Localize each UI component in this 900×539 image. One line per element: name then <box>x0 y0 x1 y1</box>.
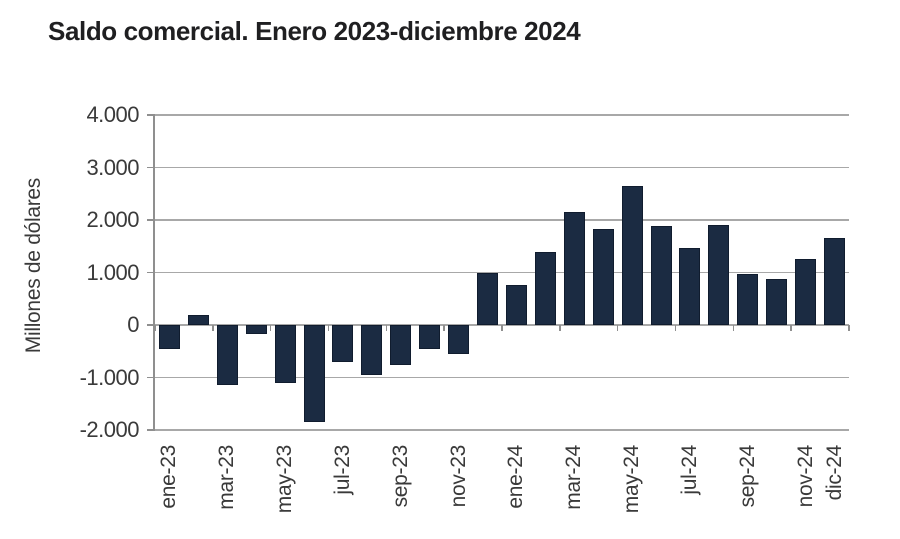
y-tick-label: 2.000 <box>86 207 139 232</box>
x-tick-label: nov-23 <box>446 445 470 508</box>
gridline <box>155 219 849 221</box>
x-axis-tick <box>154 325 156 331</box>
y-axis-tick <box>147 166 155 169</box>
x-axis-tick <box>269 325 272 331</box>
bar-oct-23 <box>419 325 441 349</box>
x-tick-label: ene-24 <box>504 445 528 509</box>
y-tick-label: 0 <box>127 312 139 337</box>
bar-jun-24 <box>650 226 672 325</box>
bar-mar-23 <box>216 325 238 386</box>
x-axis-tick <box>790 325 792 331</box>
chart-title: Saldo comercial. Enero 2023-diciembre 20… <box>48 16 581 46</box>
bar-nov-24 <box>795 258 817 325</box>
x-tick-label: dic-24 <box>822 445 846 501</box>
x-tick-label: jul-23 <box>330 445 354 495</box>
y-axis-tick <box>147 429 155 431</box>
y-axis-tick <box>147 324 155 326</box>
bar-feb-23 <box>187 314 209 325</box>
x-axis-tick <box>848 325 850 331</box>
x-tick-label: nov-24 <box>793 445 817 508</box>
y-tick-label: 3.000 <box>86 154 139 180</box>
bar-jun-23 <box>303 325 325 423</box>
gridline <box>155 324 849 326</box>
y-axis-tick <box>147 376 155 379</box>
bar-abr-24 <box>592 229 614 325</box>
x-axis-tick <box>212 325 214 331</box>
gridline <box>155 114 849 116</box>
bar-feb-24 <box>534 251 556 325</box>
bar-ene-24 <box>505 284 527 325</box>
y-tick-label: -1.000 <box>79 364 140 390</box>
x-axis-tick <box>616 325 619 331</box>
gridline <box>155 271 849 274</box>
x-axis-tick <box>327 325 330 331</box>
x-axis-tick <box>501 325 503 331</box>
gridline <box>155 166 849 169</box>
x-tick-label: sep-23 <box>388 445 412 508</box>
x-axis-tick <box>732 325 735 331</box>
bar-jul-23 <box>332 325 354 362</box>
y-axis-tick <box>147 271 155 274</box>
x-axis-tick <box>674 325 677 331</box>
y-axis-line <box>153 115 155 430</box>
bar-abr-23 <box>245 325 267 335</box>
bar-dic-24 <box>824 237 846 325</box>
bar-oct-24 <box>766 279 788 325</box>
x-tick-label: may-23 <box>273 445 297 514</box>
bar-ago-23 <box>361 325 383 376</box>
gridline <box>155 429 849 431</box>
bar-sep-24 <box>737 274 759 325</box>
x-tick-label: ene-23 <box>157 445 181 509</box>
bar-nov-23 <box>448 325 470 354</box>
bar-dic-23 <box>477 272 499 325</box>
x-tick-label: may-24 <box>620 445 644 514</box>
x-tick-label: jul-24 <box>677 445 701 495</box>
gridline <box>155 376 849 379</box>
bar-sep-23 <box>390 325 412 365</box>
bar-may-24 <box>621 186 643 325</box>
y-axis-tick <box>147 114 155 116</box>
x-tick-label: sep-24 <box>735 445 759 508</box>
y-tick-label: -2.000 <box>79 417 140 442</box>
x-tick-label: mar-23 <box>215 445 239 510</box>
bar-mar-24 <box>563 212 585 325</box>
y-tick-label: 4.000 <box>86 102 139 127</box>
y-axis-tick <box>147 219 155 221</box>
bar-ene-23 <box>158 325 180 349</box>
x-axis-tick <box>385 325 388 331</box>
x-tick-label: mar-24 <box>562 445 586 510</box>
y-tick-label: 1.000 <box>86 259 139 285</box>
bar-ago-24 <box>708 225 730 325</box>
x-axis-tick <box>559 325 561 331</box>
x-axis-tick <box>443 325 445 331</box>
bar-may-23 <box>274 325 296 383</box>
bar-jul-24 <box>679 247 701 325</box>
